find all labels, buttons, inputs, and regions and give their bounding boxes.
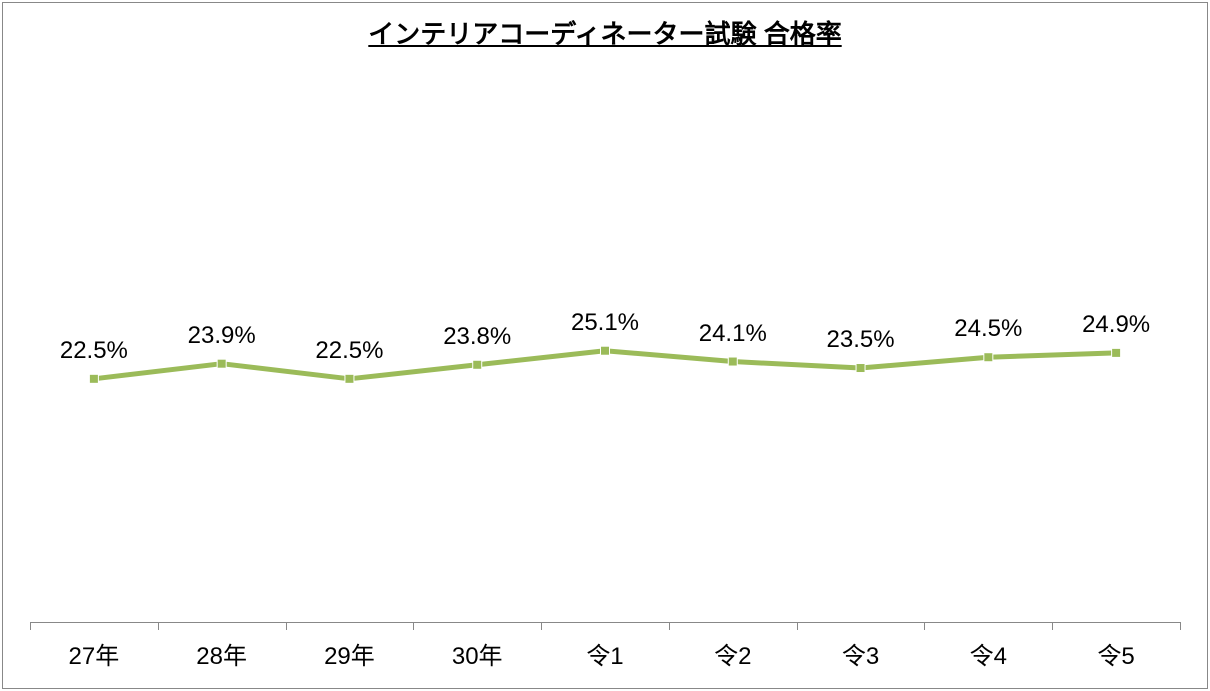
data-label: 24.9% [1056, 311, 1176, 339]
x-axis-tick [158, 622, 159, 630]
x-axis-tick [30, 622, 31, 630]
x-axis-label: 令2 [669, 636, 797, 671]
data-label: 22.5% [34, 337, 154, 365]
x-axis-label: 令1 [541, 636, 669, 671]
x-axis-tick [286, 622, 287, 630]
series-marker [856, 364, 865, 373]
x-axis-label: 28年 [158, 636, 286, 671]
data-label: 23.5% [801, 326, 921, 354]
x-axis-label: 30年 [413, 636, 541, 671]
chart-container: インテリアコーディネーター試験 合格率 27年28年29年30年令1令2令3令4… [0, 0, 1210, 691]
x-axis-tick [669, 622, 670, 630]
x-axis-tick [797, 622, 798, 630]
data-label: 23.9% [162, 322, 282, 350]
series-marker [601, 346, 610, 355]
series-marker [89, 374, 98, 383]
x-axis-tick [924, 622, 925, 630]
series-marker [984, 353, 993, 362]
data-label: 23.8% [417, 323, 537, 351]
x-axis-tick [1052, 622, 1053, 630]
series-marker [473, 360, 482, 369]
chart-title: インテリアコーディネーター試験 合格率 [0, 14, 1210, 51]
series-marker [728, 357, 737, 366]
x-axis-label: 令4 [924, 636, 1052, 671]
series-marker [217, 359, 226, 368]
series-marker [1112, 348, 1121, 357]
data-label: 24.1% [673, 320, 793, 348]
x-axis-line [30, 622, 1180, 623]
series-marker [345, 374, 354, 383]
plot-area: 27年28年29年30年令1令2令3令4令522.5%23.9%22.5%23.… [30, 60, 1180, 622]
x-axis-tick [541, 622, 542, 630]
x-axis-label: 29年 [286, 636, 414, 671]
x-axis-tick [1180, 622, 1181, 630]
x-axis-label: 27年 [30, 636, 158, 671]
data-label: 22.5% [289, 337, 409, 365]
x-axis-tick [413, 622, 414, 630]
x-axis-label: 令5 [1052, 636, 1180, 671]
data-label: 25.1% [545, 309, 665, 337]
data-label: 24.5% [928, 315, 1048, 343]
x-axis-label: 令3 [797, 636, 925, 671]
